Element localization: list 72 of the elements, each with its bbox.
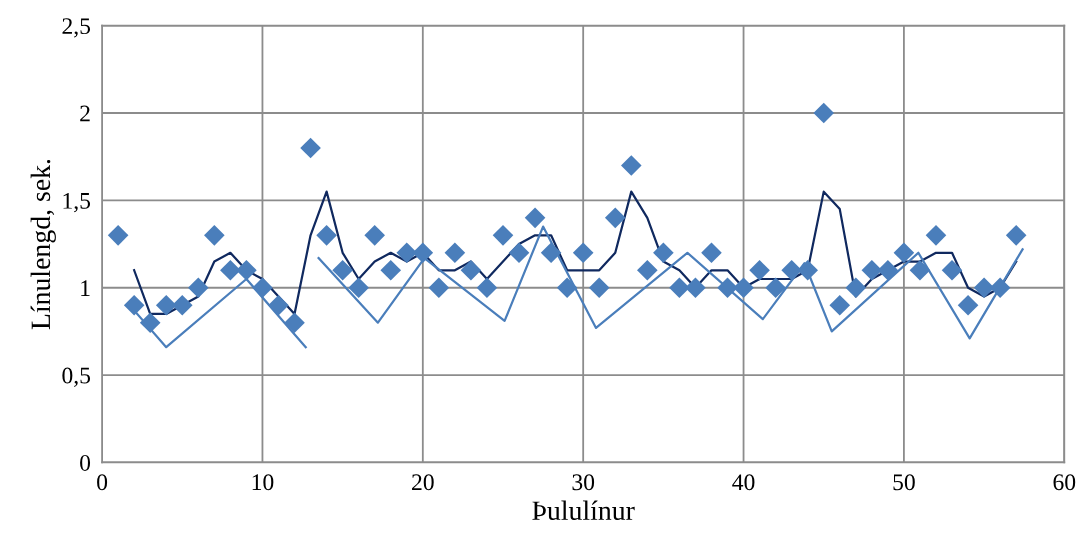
point: [572, 242, 594, 264]
point: [781, 259, 802, 281]
x-tick-label: 30: [572, 474, 595, 491]
point: [620, 155, 642, 176]
point: [236, 259, 257, 281]
point: [123, 294, 145, 316]
point: [829, 294, 851, 316]
point: [508, 242, 530, 264]
point: [733, 277, 754, 299]
point: [973, 277, 995, 299]
point: [107, 225, 129, 246]
point: [653, 242, 674, 264]
point: [284, 312, 305, 333]
point: [380, 259, 402, 281]
point: [139, 312, 161, 333]
point: [444, 242, 466, 264]
point: [396, 242, 418, 264]
point: [845, 277, 867, 299]
point: [540, 242, 562, 264]
y-tick-label: 1,5: [63, 192, 91, 213]
point: [909, 259, 931, 281]
point: [460, 259, 482, 281]
point: [524, 207, 546, 229]
point: [957, 294, 979, 316]
point: [797, 259, 818, 281]
point: [813, 102, 835, 124]
point: [556, 277, 578, 299]
point: [893, 242, 915, 264]
point: [316, 225, 337, 246]
point: [300, 137, 321, 159]
point: [204, 225, 225, 246]
point: [604, 207, 626, 229]
y-tick-label: 0: [80, 454, 91, 471]
point: [685, 277, 706, 299]
point: [220, 259, 241, 281]
point: [749, 259, 770, 281]
point: [268, 294, 289, 316]
y-tick-label: 2,5: [62, 18, 91, 38]
point: [861, 259, 883, 281]
point: [412, 242, 434, 264]
y-axis-title: Línulengd, sek.: [30, 159, 56, 330]
point: [492, 225, 514, 246]
point: [877, 259, 899, 281]
point: [989, 277, 1011, 299]
y-tick-label: 1: [81, 280, 90, 296]
point: [252, 277, 273, 299]
point: [637, 259, 658, 281]
x-tick-label: 40: [732, 474, 755, 491]
x-tick-label: 50: [893, 474, 915, 491]
point: [188, 277, 209, 299]
point: [765, 277, 786, 299]
point: [364, 225, 386, 246]
point: [428, 277, 450, 299]
x-tick-label: 10: [252, 474, 274, 491]
y-tick-label: 2: [80, 105, 90, 122]
point: [332, 259, 353, 281]
point: [701, 242, 722, 264]
point: [348, 277, 369, 299]
point: [717, 277, 738, 299]
point: [1005, 225, 1027, 246]
point: [669, 277, 690, 299]
point: [171, 294, 193, 316]
point: [925, 225, 947, 246]
x-tick-label: 60: [1053, 474, 1076, 491]
x-axis-title: Þululínur: [532, 500, 635, 521]
point: [588, 277, 610, 299]
point: [476, 277, 498, 299]
point: [155, 294, 177, 316]
x-tick-label: 20: [412, 474, 434, 491]
x-tick-label: 0: [97, 474, 108, 491]
y-tick-label: 0,5: [62, 367, 91, 387]
point: [941, 259, 963, 281]
